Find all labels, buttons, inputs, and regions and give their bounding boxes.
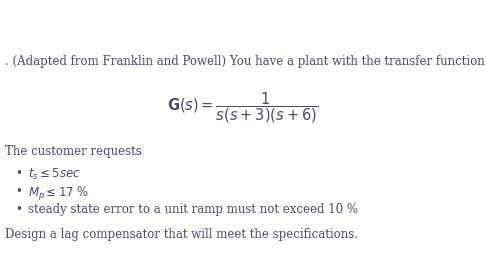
Text: $t_s \leq 5sec$: $t_s \leq 5sec$ [28, 167, 81, 182]
Text: •: • [15, 185, 22, 198]
Text: . (Adapted from Franklin and Powell) You have a plant with the transfer function: . (Adapted from Franklin and Powell) You… [5, 55, 485, 68]
Text: steady state error to a unit ramp must not exceed 10 %: steady state error to a unit ramp must n… [28, 203, 358, 216]
Text: $M_p \leq 17$ %: $M_p \leq 17$ % [28, 185, 89, 203]
Text: The customer requests: The customer requests [5, 145, 142, 158]
Text: Design a lag compensator that will meet the specifications.: Design a lag compensator that will meet … [5, 228, 358, 241]
Text: •: • [15, 167, 22, 180]
Text: $\mathbf{G}(\mathit{s}) = \dfrac{1}{s(s+3)(s+6)}$: $\mathbf{G}(\mathit{s}) = \dfrac{1}{s(s+… [168, 90, 318, 124]
Text: •: • [15, 203, 22, 216]
